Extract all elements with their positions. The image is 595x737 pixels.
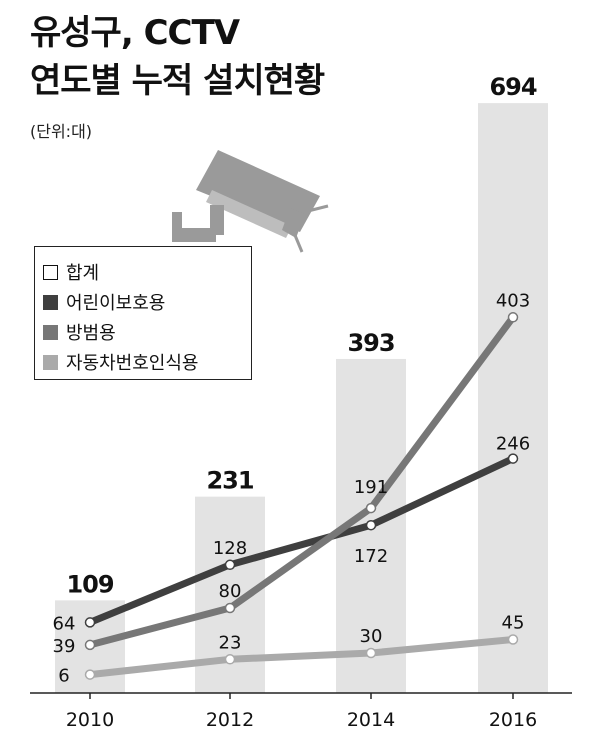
x-tick-label-2016: 2016 — [489, 709, 537, 731]
x-tick-label-2014: 2014 — [347, 709, 395, 731]
legend-label: 방범용 — [66, 323, 116, 344]
data-label-plate-recognition-2010: 6 — [58, 666, 69, 687]
chart-title-line1: 유성구, CCTV — [30, 13, 240, 53]
point-child-protection-2016 — [507, 453, 519, 464]
bar-label-total-2016: 694 — [489, 73, 536, 101]
point-plate-recognition-2012 — [224, 654, 236, 665]
point-crime-prevention-2012 — [224, 602, 236, 614]
data-label-plate-recognition-2016: 45 — [502, 613, 525, 634]
data-label-child-protection-2010: 64 — [53, 613, 76, 634]
legend-swatch-crime-prevention — [43, 324, 58, 340]
legend-swatch-total — [43, 264, 58, 280]
legend-label: 자동차번호인식용 — [66, 353, 199, 374]
point-child-protection-2010 — [84, 617, 96, 628]
line-series-crime-prevention — [86, 313, 517, 649]
bar-label-total-2014: 393 — [347, 329, 394, 357]
unit-label: (단위:대) — [30, 122, 93, 141]
legend-item-crime-prevention: 방범용 — [43, 317, 251, 347]
data-label-crime-prevention-2012: 80 — [219, 581, 242, 602]
point-child-protection-2014 — [365, 519, 377, 531]
data-label-child-protection-2016: 246 — [496, 434, 530, 455]
bar-label-total-2010: 109 — [66, 570, 113, 598]
point-crime-prevention-2014 — [365, 502, 377, 514]
data-label-plate-recognition-2014: 30 — [360, 626, 383, 647]
legend-swatch-plate-recognition — [43, 354, 58, 370]
point-crime-prevention-2010 — [84, 639, 96, 651]
data-label-plate-recognition-2012: 23 — [219, 632, 242, 653]
legend: 합계 어린이보호용 방범용 자동차번호인식용 — [34, 246, 252, 380]
data-label-crime-prevention-2014: 191 — [354, 477, 388, 498]
point-child-protection-2012 — [224, 559, 236, 571]
legend-label: 어린이보호용 — [66, 293, 166, 314]
line-series-child-protection — [86, 455, 517, 626]
point-plate-recognition-2016 — [507, 634, 519, 645]
legend-item-plate-recognition: 자동차번호인식용 — [43, 347, 251, 377]
data-label-crime-prevention-2016: 403 — [496, 290, 530, 311]
cctv-camera-icon — [172, 150, 329, 253]
bar-total-2016 — [478, 103, 548, 694]
point-crime-prevention-2016 — [507, 312, 519, 323]
legend-swatch-child-protection — [43, 294, 58, 310]
chart-title-line2: 연도별 누적 설치현황 — [30, 61, 325, 101]
data-label-crime-prevention-2010: 39 — [53, 636, 76, 657]
legend-label: 합계 — [66, 263, 100, 284]
legend-item-total: 합계 — [43, 257, 251, 287]
data-label-child-protection-2012: 128 — [213, 538, 247, 559]
bar-label-total-2012: 231 — [206, 467, 253, 495]
x-tick-label-2010: 2010 — [66, 709, 114, 731]
point-plate-recognition-2014 — [365, 647, 377, 659]
data-label-child-protection-2014: 172 — [354, 546, 388, 567]
line-series-plate-recognition — [86, 636, 517, 679]
legend-item-child-protection: 어린이보호용 — [43, 287, 251, 317]
x-tick-label-2012: 2012 — [206, 709, 254, 731]
point-plate-recognition-2010 — [84, 669, 96, 680]
